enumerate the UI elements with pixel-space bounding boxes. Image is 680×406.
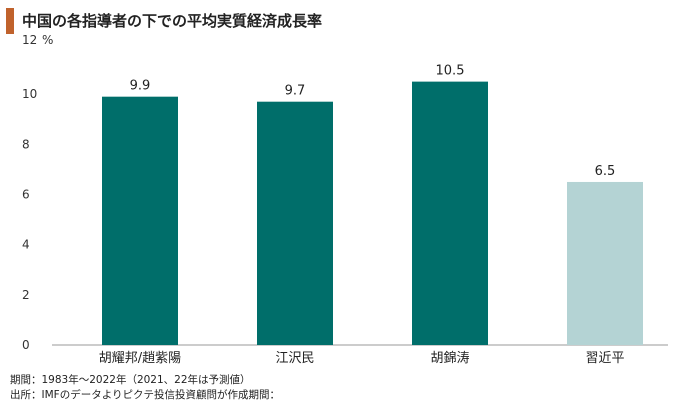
chart-title: 中国の各指導者の下での平均実質経済成長率 [22, 12, 323, 30]
period-note: 期間：1983年～2022年（2021、22年は予測値） [10, 374, 251, 386]
y-tick-label: 10 [22, 87, 37, 101]
y-tick-label: 6 [22, 188, 30, 202]
bar [567, 181, 643, 345]
category-label: 習近平 [585, 351, 624, 366]
title-accent-bar [6, 8, 14, 34]
bar [412, 81, 488, 345]
data-label: 10.5 [436, 64, 465, 79]
data-label: 6.5 [595, 164, 616, 179]
data-labels: 9.9 9.7 10.5 6.5 [130, 64, 616, 179]
category-label: 胡耀邦/趙紫陽 [99, 350, 181, 366]
y-unit-label: % [42, 33, 53, 47]
y-axis: 0 2 4 6 8 10 12% [22, 33, 53, 352]
bars [102, 81, 643, 345]
y-tick-label: 8 [22, 137, 30, 151]
category-label: 胡錦涛 [430, 350, 469, 366]
y-tick-label: 4 [22, 238, 30, 252]
data-label: 9.9 [130, 79, 151, 94]
y-tick-label: 2 [22, 288, 30, 302]
y-tick-label: 12 [22, 33, 37, 47]
bar-chart: 0 2 4 6 8 10 12% 9.9 9.7 10.5 6.5 胡耀邦/趙紫陽 江沢民 胡錦涛 習近… [22, 33, 668, 366]
category-labels: 胡耀邦/趙紫陽 江沢民 胡錦涛 習近平 [99, 350, 625, 366]
bar [102, 96, 178, 345]
data-label: 9.7 [285, 84, 306, 99]
category-label: 江沢民 [275, 351, 314, 366]
y-tick-label: 0 [22, 338, 30, 352]
source-note: 出所：IMFのデータよりピクテ投信投資顧問が作成期間： [10, 389, 280, 401]
bar [257, 101, 333, 345]
